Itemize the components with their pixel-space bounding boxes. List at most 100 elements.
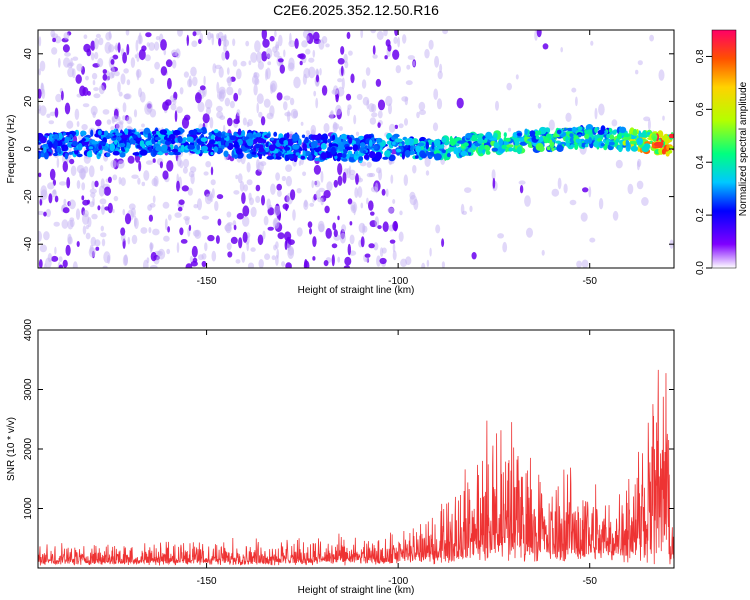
spectrogram-band-blob xyxy=(63,144,69,151)
spectrogram-band-blob xyxy=(563,127,567,132)
spectrogram-band-blob xyxy=(300,155,306,160)
spectrogram-blob xyxy=(137,177,141,185)
spectrogram-blob xyxy=(134,54,138,59)
spectrogram-blob xyxy=(38,68,41,76)
spectrogram-blob xyxy=(387,207,395,214)
spectrogram-band-blob xyxy=(268,144,276,152)
spectrogram-blob xyxy=(141,181,146,187)
spectrogram-band-blob xyxy=(43,146,47,154)
spectrogram-blob xyxy=(88,247,96,258)
spectrogram-blob xyxy=(405,256,412,266)
spectrogram-blob xyxy=(66,177,71,189)
spectrogram-blob xyxy=(117,160,125,169)
spectrogram-blob xyxy=(347,243,351,256)
spectrogram-blob xyxy=(314,180,321,188)
spectrogram-band-blob xyxy=(341,158,348,162)
spectrogram-band-blob xyxy=(241,130,246,137)
spectrogram-band-blob xyxy=(341,153,347,158)
spectrogram-blob xyxy=(635,69,639,75)
spectrogram-blob xyxy=(172,59,177,69)
spectrogram-blob xyxy=(97,58,104,68)
spectrogram-blob xyxy=(102,69,108,74)
spectrogram-blob xyxy=(38,36,42,47)
spectrogram-band-blob xyxy=(283,139,289,146)
spectrogram-band-blob xyxy=(200,126,207,135)
spectrogram-band-blob xyxy=(298,138,302,146)
spectrogram-blob xyxy=(254,40,261,53)
spectrogram-blob xyxy=(162,101,169,111)
snr-y-tick-label: 1000 xyxy=(23,497,34,520)
spectrogram-blob xyxy=(118,91,123,97)
spectrogram-band-blob xyxy=(200,145,209,151)
spectrogram-blob xyxy=(63,32,70,40)
spectrogram-blob xyxy=(649,34,654,42)
spectrogram-blob xyxy=(575,96,578,107)
spectrogram-blob xyxy=(270,84,274,94)
spectrogram-blob xyxy=(172,97,177,105)
spectrogram-blob xyxy=(39,60,46,72)
spectrogram-blob xyxy=(155,36,160,41)
spectrogram-blob xyxy=(214,64,222,70)
spectrogram-blob xyxy=(287,62,295,72)
spectrogram-blob xyxy=(47,182,55,190)
spectrogram-blob xyxy=(658,69,665,81)
spectrogram-blob xyxy=(190,66,197,77)
spectrogram-blob xyxy=(235,259,241,264)
spectrogram-band-blob xyxy=(606,133,610,139)
spectrogram-blob xyxy=(492,177,496,189)
spectrogram-blob xyxy=(337,175,343,186)
spectrogram-blob xyxy=(364,253,371,258)
spectrogram-blob xyxy=(305,48,311,55)
spectrogram-blob xyxy=(253,84,258,96)
spectrogram-band-blob xyxy=(123,128,129,135)
spectrogram-blob xyxy=(214,200,219,212)
spectrogram-band-blob xyxy=(485,131,493,140)
spectrogram-blob xyxy=(233,92,239,102)
spectrogram-band-blob xyxy=(147,132,152,141)
spectrogram-band-blob xyxy=(246,138,254,147)
spectrogram-blob xyxy=(347,198,353,205)
spectrogram-band-blob xyxy=(625,139,630,147)
spectrogram-blob xyxy=(370,211,375,216)
spectrogram-band-blob xyxy=(438,144,445,149)
spectrogram-blob xyxy=(91,72,98,80)
spectrogram-blob xyxy=(542,43,549,50)
spectrogram-band-blob xyxy=(314,157,319,162)
spectrogram-blob xyxy=(263,215,269,226)
spectrogram-blob xyxy=(115,42,119,52)
snr-y-axis-label: SNR (10 * v/v) xyxy=(6,417,17,481)
spectrogram-blob xyxy=(225,222,232,234)
spectrogram-blob xyxy=(43,231,50,241)
spectrogram-blob xyxy=(341,224,347,233)
spectrogram-blob xyxy=(647,119,651,131)
spectrogram-blob xyxy=(111,115,119,123)
spectrogram-blob xyxy=(137,34,143,45)
spectrogram-blob xyxy=(378,169,383,181)
spectrogram-band-blob xyxy=(630,145,639,152)
colorbar-tick-label: 0.2 xyxy=(695,208,706,222)
spectrogram-blob xyxy=(524,195,531,207)
spectrogram-blob xyxy=(177,30,183,37)
spectrogram-blob xyxy=(337,163,343,175)
spectrogram-blob xyxy=(39,105,47,116)
spectrogram-band-blob xyxy=(143,127,151,135)
spectrogram-blob xyxy=(233,224,237,231)
spectrogram-band-blob xyxy=(266,133,271,138)
spectrogram-band-blob xyxy=(161,144,168,152)
spectrogram-band-blob xyxy=(578,133,582,138)
spectrogram-blob xyxy=(232,59,238,67)
spectrogram-band-blob xyxy=(301,134,306,139)
spectrogram-band-blob xyxy=(168,134,176,140)
spectrogram-band-blob xyxy=(235,148,243,155)
spectrogram-blob xyxy=(289,97,295,106)
spectrogram-band-blob xyxy=(512,132,518,138)
spectrogram-blob xyxy=(48,120,55,125)
spectrogram-blob xyxy=(76,241,80,247)
spectrogram-blob xyxy=(197,198,202,211)
spectrogram-blob xyxy=(435,224,441,234)
spectrogram-blob xyxy=(340,65,344,77)
spectrogram-blob xyxy=(276,92,283,101)
spectrogram-blob xyxy=(299,60,303,66)
spectrogram-blob xyxy=(313,90,317,97)
spectrogram-band-blob xyxy=(546,146,551,151)
